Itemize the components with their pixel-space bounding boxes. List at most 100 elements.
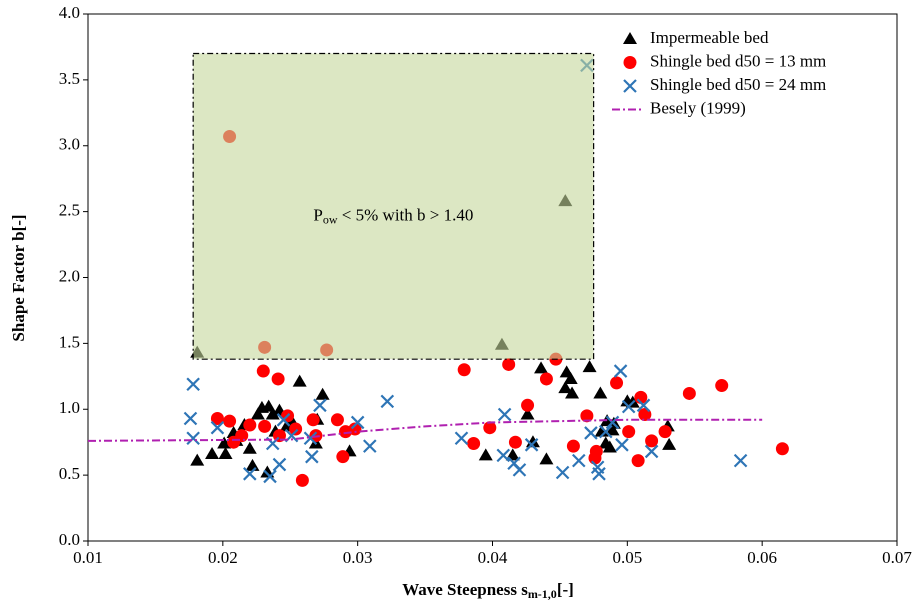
circle-marker [539,372,553,386]
region-label-suffix: < 5% with b > 1.40 [338,205,474,224]
circle-marker [580,409,594,423]
x-marker [555,465,570,480]
x-marker [613,364,628,378]
circle-marker [775,442,789,456]
x-marker [605,415,620,430]
legend-label: Shingle bed d50 = 13 mm [650,51,826,70]
y-tick-label: 3.0 [59,135,80,154]
x-marker [183,411,198,426]
legend-label: Shingle bed d50 = 24 mm [650,75,826,94]
circle-marker [243,418,257,432]
x-tick-label: 0.06 [747,548,777,567]
circle-marker [622,425,636,439]
triangle-marker [593,386,608,399]
triangle-marker [563,371,578,384]
triangle-marker [539,452,554,465]
x-marker [496,448,511,463]
triangle-marker [292,374,307,387]
triangle-marker [534,361,549,374]
circle-marker [295,473,309,487]
y-tick-label: 2.0 [59,266,80,285]
x-marker [598,424,613,439]
legend-symbol [623,56,637,69]
x-marker [313,398,327,413]
triangle-marker [242,441,257,454]
y-tick-label: 4.0 [59,3,80,22]
circle-marker [306,413,320,427]
x-marker [186,377,200,391]
region-label-sub: ow [323,212,338,226]
x-marker [350,415,365,430]
region-label-text: P [313,205,322,224]
legend-symbol [623,32,637,44]
x-marker [380,394,395,409]
triangle-marker [250,407,265,420]
y-tick-label: 3.5 [59,69,80,88]
legend-label: Besely (1999) [650,98,746,117]
x-marker [272,457,287,472]
circle-marker [256,364,270,378]
y-axis-label: Shape Factor b[-] [9,214,28,341]
x-axis-label-suffix: [-] [557,580,574,599]
triangle-marker [205,447,220,460]
circle-marker [467,437,481,451]
y-tick-label: 0.5 [59,464,80,483]
x-marker [276,413,291,427]
triangle-marker [265,407,280,420]
circle-marker [223,414,237,428]
x-marker [263,469,277,484]
x-marker [507,456,521,471]
x-marker [644,444,659,459]
region-label: Pow < 5% with b > 1.40 [313,205,473,226]
circle-marker [271,372,285,386]
x-marker [572,453,586,468]
triangle-marker [605,423,620,436]
x-marker [636,398,651,413]
x-axis-label-sub: m-1,0 [528,587,557,601]
circle-marker [502,357,516,371]
x-marker [733,453,748,468]
x-marker [210,420,225,435]
y-tick-label: 0.0 [59,530,80,549]
triangle-marker [662,437,677,450]
circle-marker [210,411,224,425]
circle-marker [258,419,272,433]
x-marker [243,467,257,481]
triangle-marker [565,386,580,399]
circle-marker [336,450,350,464]
x-marker [454,431,469,446]
legend-label: Impermeable bed [650,28,769,47]
circle-marker [508,435,522,449]
x-marker [584,426,598,440]
x-tick-label: 0.03 [343,548,373,567]
triangle-marker [245,458,260,471]
triangle-marker [315,387,330,400]
x-marker [524,438,539,452]
x-axis-label: Wave Steepness sm-1,0[-] [402,580,574,601]
x-tick-label: 0.04 [478,548,508,567]
triangle-marker [190,453,205,466]
circle-marker [289,422,303,436]
y-tick-label: 1.0 [59,398,80,417]
triangle-marker [520,407,535,420]
triangle-marker [217,436,232,449]
x-marker [363,439,377,453]
x-tick-label: 0.07 [882,548,912,567]
x-marker [497,407,512,422]
triangle-marker [582,360,597,373]
circle-marker [483,421,497,435]
circle-marker [645,434,659,448]
circle-marker [715,379,729,393]
circle-marker [610,376,624,390]
triangle-marker [478,448,493,461]
x-marker [590,460,605,474]
circle-marker [658,425,672,439]
triangle-marker [218,447,233,460]
circle-marker [588,451,602,465]
circle-marker [330,413,344,427]
x-marker [615,438,629,452]
circle-marker [566,439,580,453]
circle-marker [682,386,696,400]
y-tick-label: 2.5 [59,201,80,220]
